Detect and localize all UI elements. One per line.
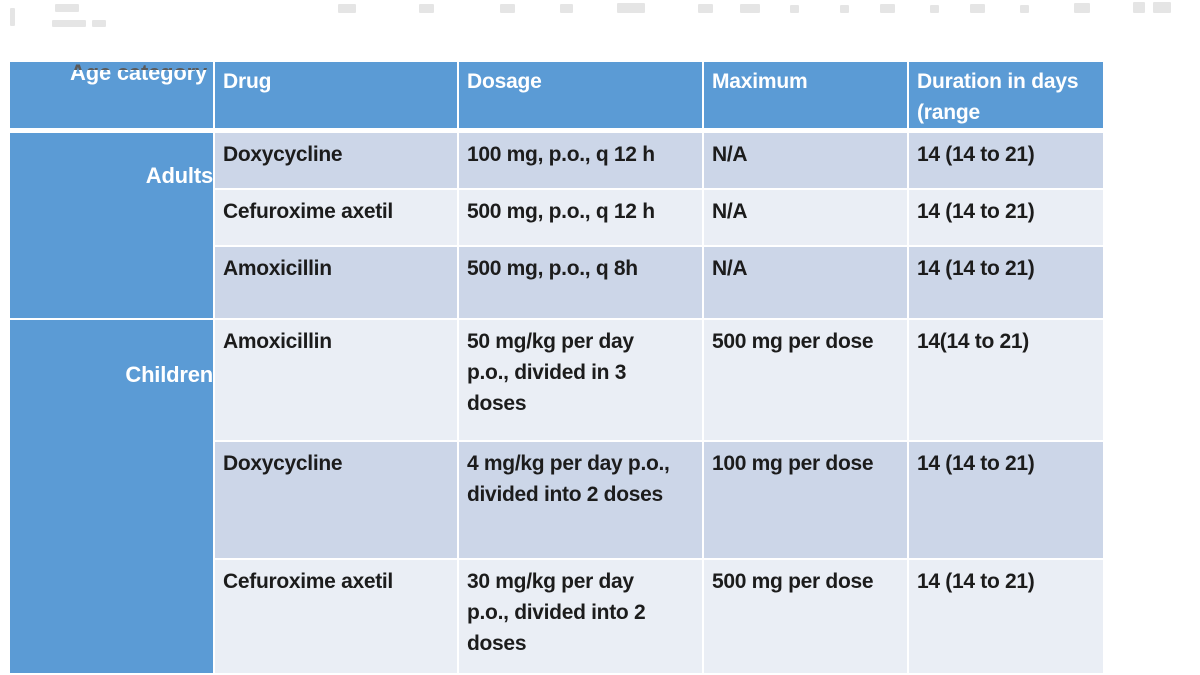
column-header-dosage: Dosage [457, 60, 704, 133]
artifact-mark [1020, 5, 1029, 13]
cell-maximum: N/A [702, 244, 909, 320]
cell-dosage: 500 mg, p.o., q 12 h [457, 187, 704, 247]
cell-maximum: 500 mg per dose [702, 557, 909, 675]
cell-maximum: 500 mg per dose [702, 317, 909, 442]
artifact-mark [1153, 2, 1171, 13]
cell-drug: Cefuroxime axetil [213, 557, 459, 675]
cell-dosage: 500 mg, p.o., q 8h [457, 244, 704, 320]
cell-drug: Amoxicillin [213, 244, 459, 320]
table-row-children-doxycycline: Doxycycline 4 mg/kg per day p.o., divide… [9, 439, 1105, 560]
artifact-mark [338, 4, 356, 13]
cell-dosage: 4 mg/kg per day p.o., divided into 2 dos… [457, 439, 704, 560]
table-row-adults-cefuroxime: Cefuroxime axetil 500 mg, p.o., q 12 h N… [9, 187, 1105, 247]
cell-drug: Doxycycline [213, 129, 459, 190]
artifact-mark [52, 20, 86, 27]
cell-drug: Cefuroxime axetil [213, 187, 459, 247]
cell-maximum: N/A [702, 129, 909, 190]
artifact-mark [500, 4, 515, 13]
artifact-mark [698, 4, 713, 13]
age-category-label: Age category [70, 57, 207, 88]
artifact-mark [419, 4, 434, 13]
group-cell-children: Children [8, 317, 215, 675]
artifact-mark [560, 4, 573, 13]
cell-drug: Doxycycline [213, 439, 459, 560]
cell-dosage: 30 mg/kg per day p.o., divided into 2 do… [457, 557, 704, 675]
dosage-table: Age category Drug Dosage Maximum Duratio… [8, 60, 1105, 675]
cell-maximum: 100 mg per dose [702, 439, 909, 560]
cell-maximum: N/A [702, 187, 909, 247]
column-header-maximum: Maximum [702, 60, 909, 133]
artifact-mark [1074, 3, 1090, 13]
cell-duration: 14 (14 to 21) [907, 439, 1105, 560]
artifact-mark [880, 4, 895, 13]
table-row-adults-amoxicillin: Amoxicillin 500 mg, p.o., q 8h N/A 14 (1… [9, 244, 1105, 320]
cell-dosage: 100 mg, p.o., q 12 h [457, 129, 704, 190]
artifact-mark [840, 5, 849, 13]
column-header-drug: Drug [213, 60, 459, 133]
artifact-mark [930, 5, 939, 13]
table-row-adults-doxycycline: Adults Doxycycline 100 mg, p.o., q 12 h … [8, 129, 1105, 320]
cell-duration: 14 (14 to 21) [907, 187, 1105, 247]
cell-duration: 14 (14 to 21) [907, 129, 1105, 190]
artifact-mark [92, 20, 106, 27]
column-header-duration: Duration in days (range [907, 60, 1105, 133]
artifact-mark [55, 4, 79, 12]
group-cell-adults: Adults [8, 129, 215, 320]
table-body: Adults Doxycycline 100 mg, p.o., q 12 h … [8, 129, 1105, 675]
column-header-age-category: Age category [8, 60, 215, 133]
artifact-mark [740, 4, 760, 13]
cell-duration: 14(14 to 21) [907, 317, 1105, 442]
artifact-mark [617, 3, 645, 13]
header-row: Age category Drug Dosage Maximum Duratio… [8, 60, 1105, 133]
artifact-mark [970, 4, 985, 13]
cell-duration: 14 (14 to 21) [907, 244, 1105, 320]
table-row-children-cefuroxime: Cefuroxime axetil 30 mg/kg per day p.o.,… [9, 557, 1105, 675]
cell-dosage: 50 mg/kg per day p.o., divided in 3 dose… [457, 317, 704, 442]
cell-duration: 14 (14 to 21) [907, 557, 1105, 675]
artifact-mark [1133, 2, 1145, 13]
table-row-children-amoxicillin: Children Amoxicillin 50 mg/kg per day p.… [8, 317, 1105, 675]
cell-drug: Amoxicillin [213, 317, 459, 442]
table-header: Age category Drug Dosage Maximum Duratio… [8, 60, 1105, 133]
artifact-mark [10, 8, 15, 26]
artifact-mark [790, 5, 799, 13]
